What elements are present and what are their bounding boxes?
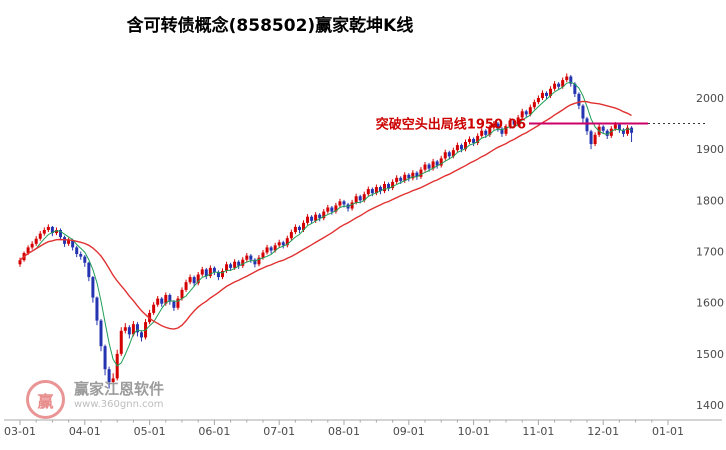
- svg-text:01-01: 01-01: [652, 425, 684, 438]
- svg-text:05-01: 05-01: [134, 425, 166, 438]
- watermark: 赢 赢家江恩软件 www.360gnn.com: [26, 380, 164, 419]
- y-axis-labels: 1400 1500 1600 1700 1800 1900 2000: [696, 92, 724, 412]
- svg-text:1700: 1700: [696, 246, 724, 259]
- watermark-text: 赢家江恩软件 www.360gnn.com: [74, 380, 164, 410]
- svg-text:1900: 1900: [696, 143, 724, 156]
- svg-text:04-01: 04-01: [69, 425, 101, 438]
- svg-text:1400: 1400: [696, 399, 724, 412]
- svg-text:03-01: 03-01: [4, 425, 36, 438]
- svg-text:2000: 2000: [696, 92, 724, 105]
- svg-text:07-01: 07-01: [263, 425, 295, 438]
- svg-text:09-01: 09-01: [393, 425, 425, 438]
- svg-text:08-01: 08-01: [328, 425, 360, 438]
- svg-text:1500: 1500: [696, 348, 724, 361]
- chart-title: 含可转债概念(858502)赢家乾坤K线: [126, 16, 414, 36]
- candles-layer: [18, 73, 634, 389]
- svg-text:10-01: 10-01: [458, 425, 490, 438]
- svg-text:1600: 1600: [696, 297, 724, 310]
- svg-text:12-01: 12-01: [587, 425, 619, 438]
- ma-long-line: [19, 100, 632, 330]
- svg-text:突破空头出局线1950.06: 突破空头出局线1950.06: [376, 117, 526, 133]
- svg-text:1800: 1800: [696, 194, 724, 207]
- ma-short-line: [19, 81, 632, 367]
- watermark-brand: 赢家江恩软件: [74, 380, 165, 398]
- svg-text:06-01: 06-01: [198, 425, 230, 438]
- svg-text:11-01: 11-01: [522, 425, 554, 438]
- x-axis: 03-01 04-01 05-01 06-01 07-01 08-01 09-01 10-01…: [4, 419, 722, 438]
- annotation-breakout-line: 突破空头出局线1950.06: [376, 117, 708, 133]
- brand-logo-icon: 赢: [26, 380, 65, 419]
- watermark-url: www.360gnn.com: [74, 399, 164, 410]
